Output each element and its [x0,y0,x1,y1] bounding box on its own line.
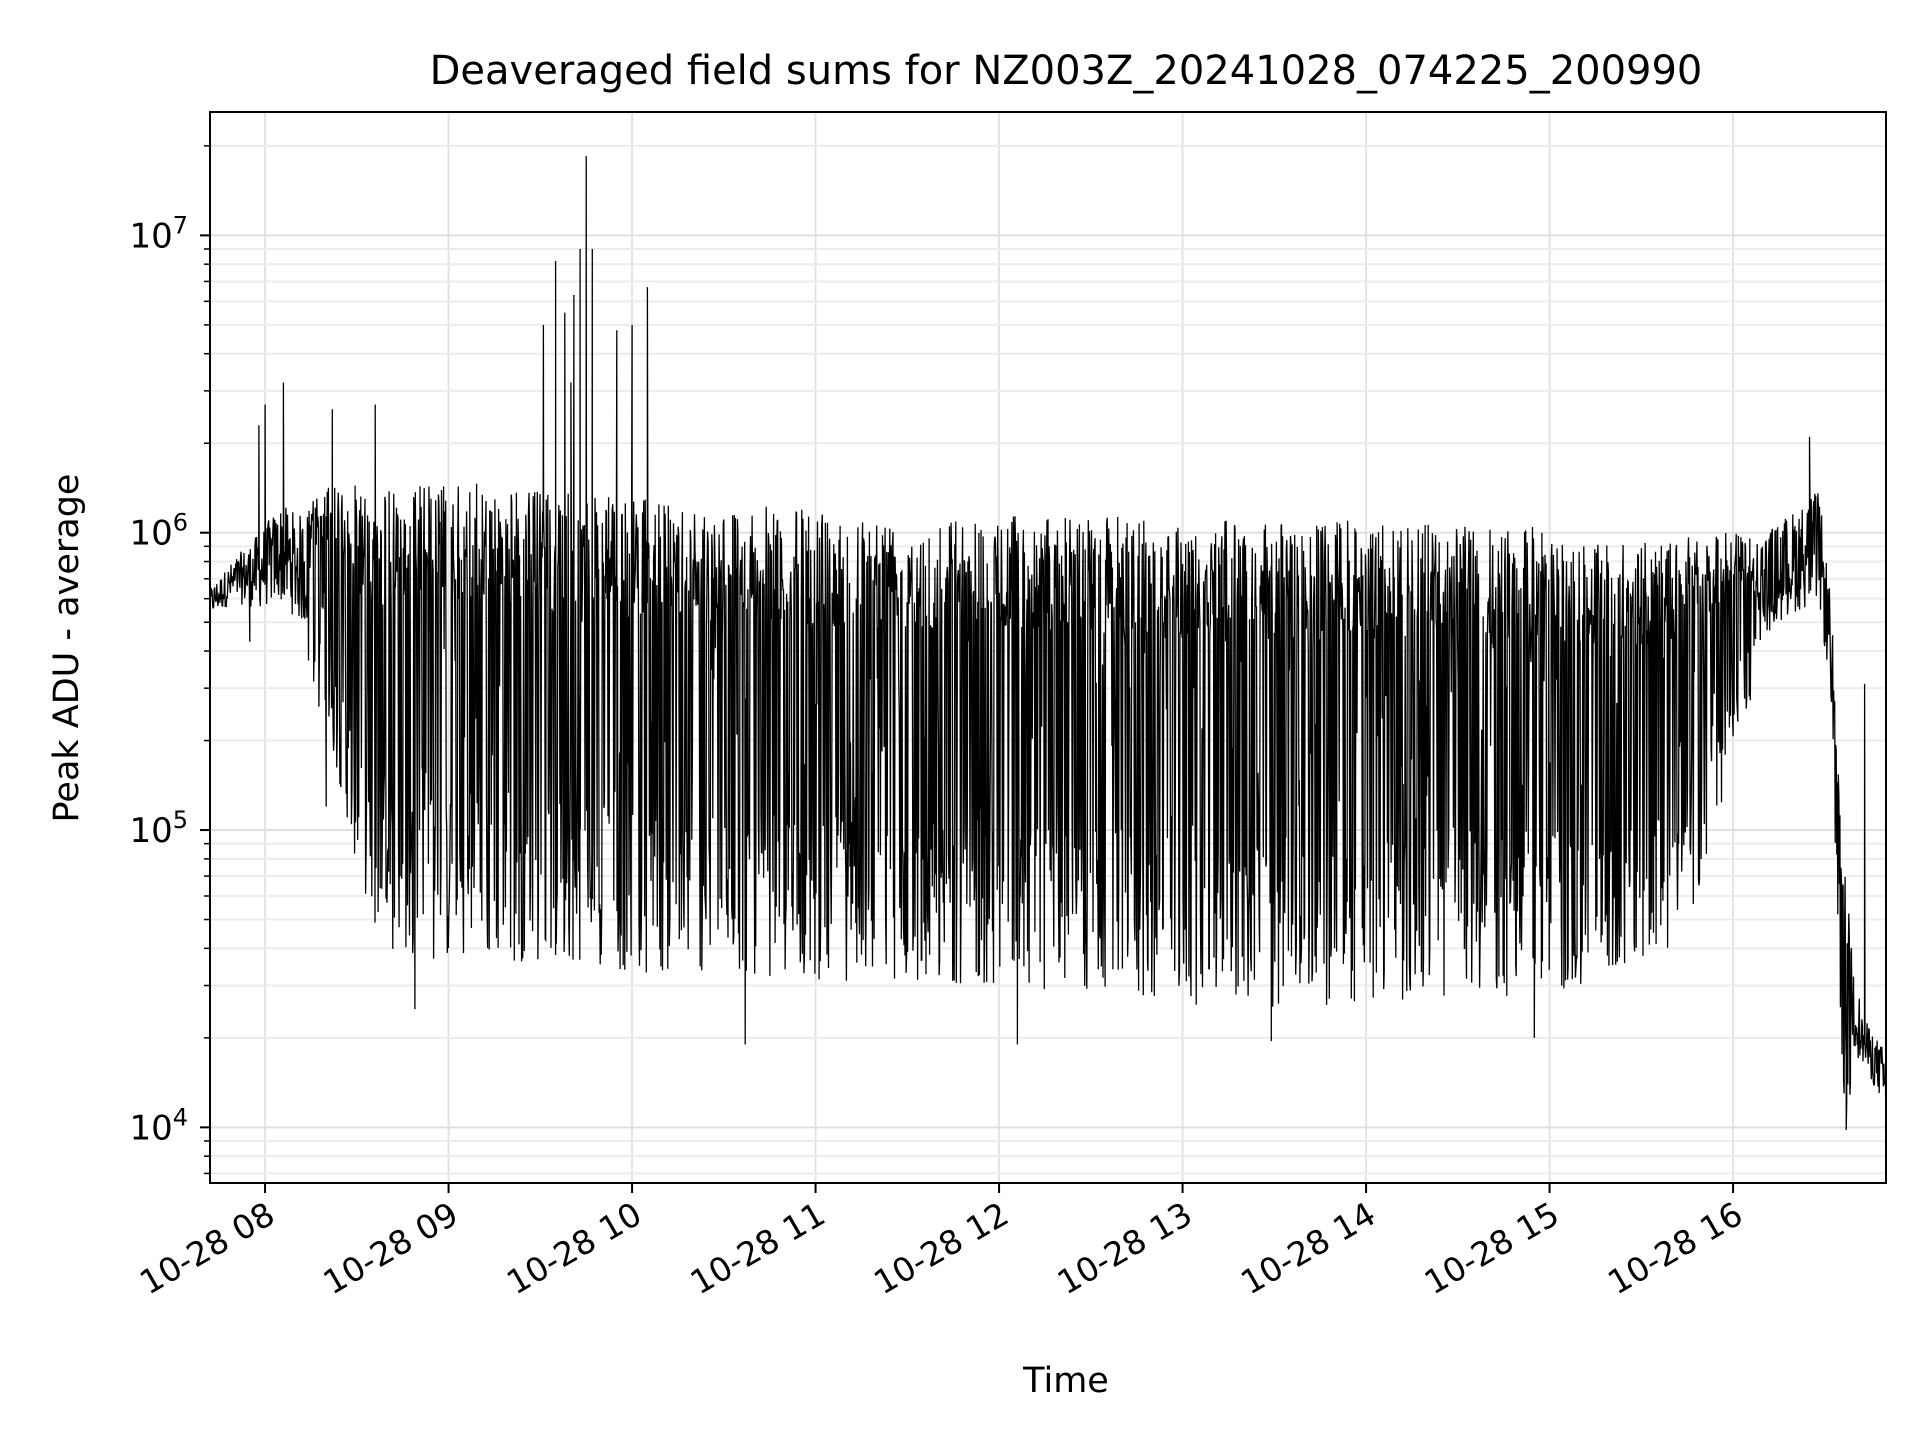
y-axis-label: Peak ADU - average [47,474,87,823]
x-axis-label: Time [1022,1361,1109,1401]
x-axis: 10-28 08 10-28 09 10-28 10 10-28 11 10-28 12… [133,1183,1749,1302]
x-tick-label: 10-28 15 [1418,1194,1566,1302]
x-tick-label: 10-28 16 [1601,1194,1749,1302]
x-tick-label: 10-28 09 [317,1194,465,1302]
y-tick-label: 107 [129,211,188,256]
x-tick-label: 10-28 14 [1234,1194,1382,1302]
x-tick-label: 10-28 11 [684,1194,832,1302]
x-tick-label: 10-28 08 [133,1194,281,1302]
x-tick-label: 10-28 12 [867,1194,1015,1302]
y-tick-label: 106 [129,509,188,554]
series-line [209,155,1887,1149]
y-tick-label: 105 [129,806,188,851]
y-tick-label: 104 [129,1103,188,1148]
series-layer [209,155,1887,1149]
x-tick-label: 10-28 10 [500,1194,648,1302]
x-tick-label: 10-28 13 [1051,1194,1199,1302]
plot-frame [209,111,1887,1184]
y-axis: 104 105 106 107 [129,145,210,1175]
chart-title: Deaveraged field sums for NZ003Z_2024102… [430,48,1703,94]
